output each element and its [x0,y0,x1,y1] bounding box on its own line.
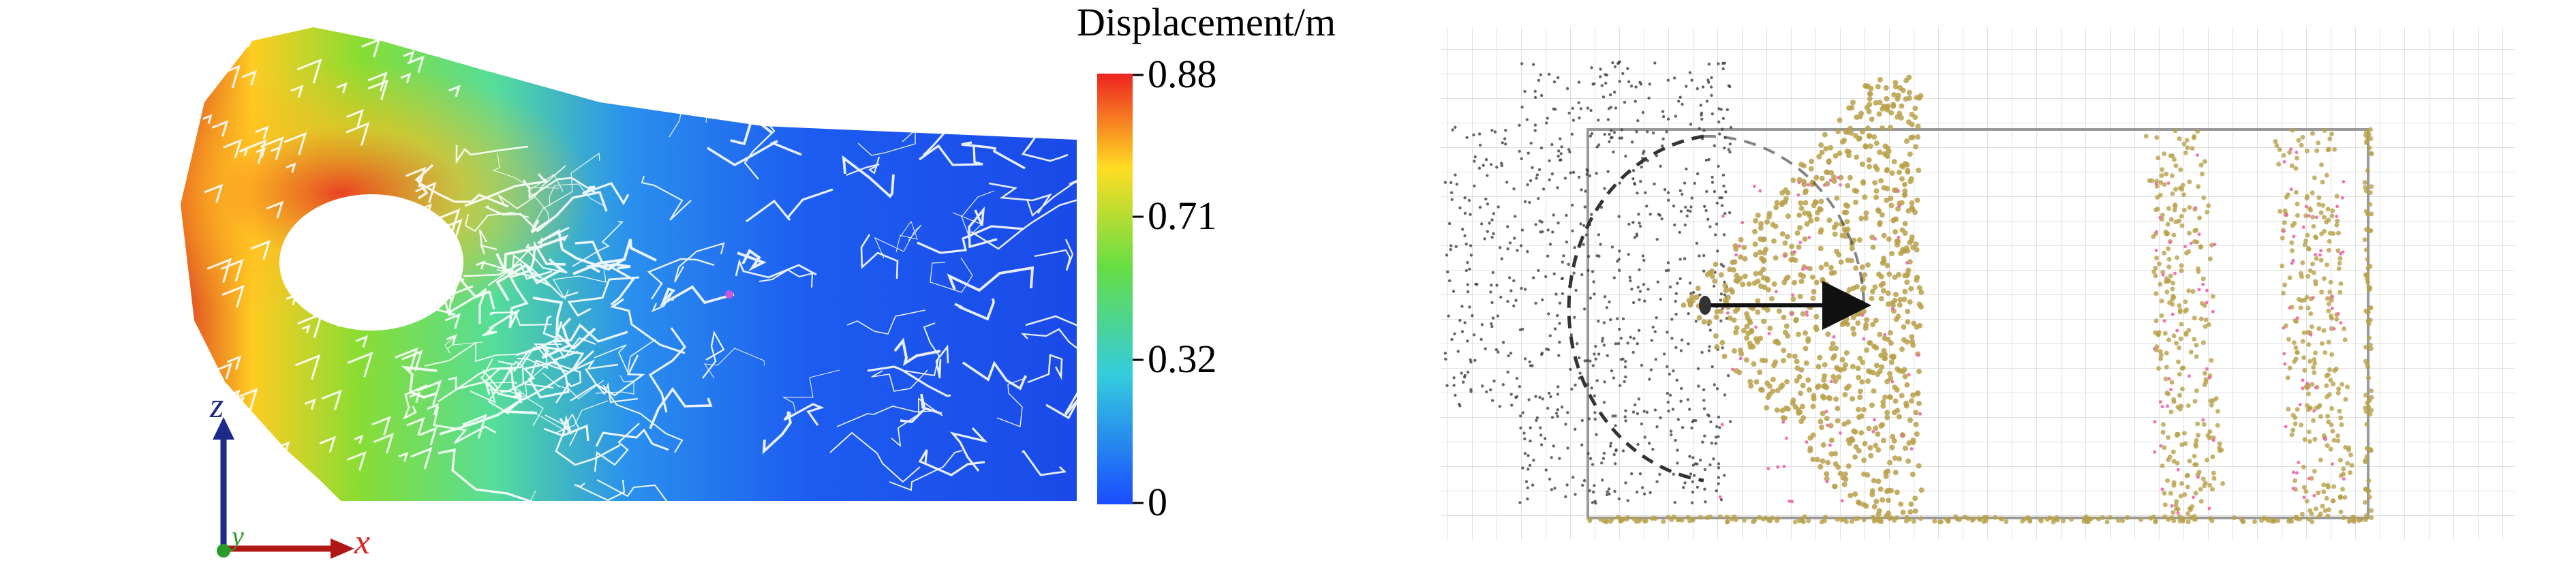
monitor-point [725,290,733,299]
arrow-origin [1699,296,1711,315]
left-displacement-panel: Displacement/m 0.88 0.71 0.32 0 z y x [181,0,1336,562]
z-axis-label: z [209,386,224,425]
tunnel-outline-dashed [1567,134,1704,483]
background-grid [1441,27,2515,540]
colorbar-tick-0: 0 [1148,480,1167,524]
colorbar-title: Displacement/m [1077,0,1336,44]
colorbar-tick-0.88: 0.88 [1148,52,1217,96]
y-axis-dot [217,544,230,558]
particle-cloud [1443,60,2374,525]
colorbar-tick-0.71: 0.71 [1148,194,1217,238]
x-axis-label: x [354,523,370,562]
right-particle-panel [1441,27,2515,540]
y-axis-label: y [229,521,244,551]
displacement-mesh [181,27,1122,538]
colorbar [1097,74,1133,504]
axis-triad: z y x [209,386,370,562]
colorbar-tick-0.32: 0.32 [1148,337,1217,381]
tunnel-opening [279,194,463,331]
